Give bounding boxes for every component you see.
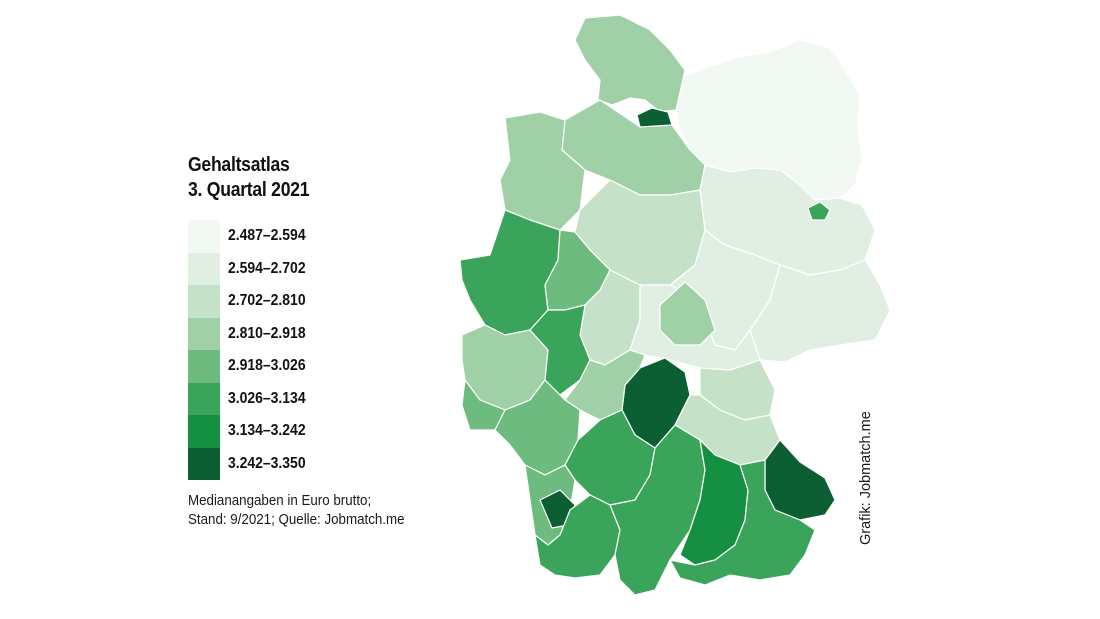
region-jena-erfurt: [659, 281, 716, 346]
region-schleswig-holstein: [574, 14, 686, 113]
legend-swatch: [188, 382, 220, 415]
germany-map: [450, 0, 900, 619]
source-note: Medianangaben in Euro brutto; Stand: 9/2…: [188, 492, 405, 530]
legend-label: 3.134–3.242: [228, 422, 306, 439]
legend-swatch: [188, 415, 220, 448]
map-svg: [459, 14, 891, 596]
legend-label: 2.810–2.918: [228, 324, 306, 342]
region-lower-bavaria-passau: [764, 439, 836, 521]
legend-label: 2.702–2.810: [228, 292, 306, 309]
legend-swatch: [188, 220, 220, 253]
title-line-1: Gehaltsatlas: [188, 154, 290, 176]
legend-swatch: [188, 285, 220, 318]
legend-swatch: [188, 447, 220, 480]
title-line-2: 3. Quartal 2021: [188, 179, 310, 201]
legend-label: 3.242–3.350: [228, 454, 306, 472]
region-lower-saxony-west: [499, 111, 586, 231]
note-line-2: Stand: 9/2021; Quelle: Jobmatch.me: [188, 512, 405, 528]
legend-label: 2.487–2.594: [228, 227, 306, 244]
legend-label: 2.594–2.702: [228, 259, 306, 277]
region-berlin: [807, 201, 831, 221]
legend-swatch: [188, 350, 220, 383]
legend-swatch: [188, 252, 220, 285]
map-title: Gehaltsatlas 3. Quartal 2021: [188, 153, 310, 203]
legend-swatch: [188, 317, 220, 350]
legend-label: 3.026–3.134: [228, 389, 306, 407]
region-upper-bavaria-south: [669, 459, 816, 586]
legend-label: 2.918–3.026: [228, 357, 306, 374]
note-line-1: Medianangaben in Euro brutto;: [188, 493, 372, 509]
